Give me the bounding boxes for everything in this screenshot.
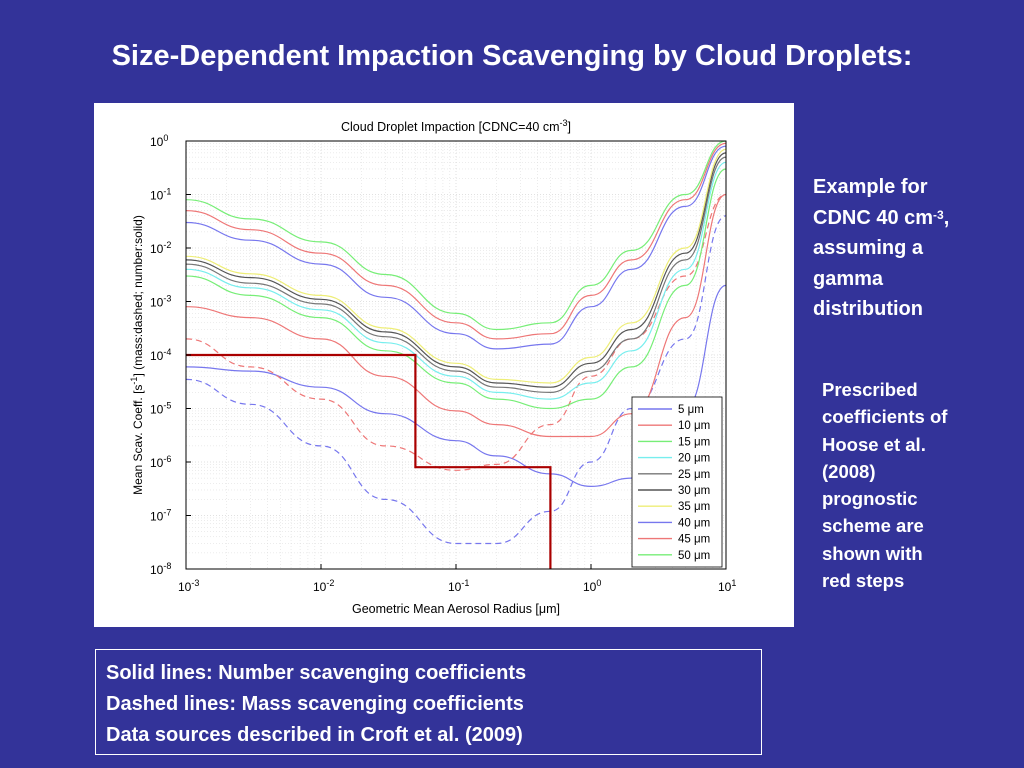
chart-title: Cloud Droplet Impaction [CDNC=40 cm-3]: [341, 118, 571, 134]
number-series-line: [185, 168, 727, 410]
footer-notes-box: Solid lines: Number scavenging coefficie…: [95, 649, 762, 755]
x-tick-label: 101: [718, 578, 736, 594]
legend-label: 35 μm: [678, 501, 710, 513]
y-tick-label: 10-4: [150, 347, 171, 363]
prescribed-coefficients-note: Prescribed coefficients of Hoose et al. …: [822, 376, 1012, 594]
legend-label: 20 μm: [678, 453, 710, 465]
prescribed-steps-line: [186, 353, 552, 569]
y-tick-label: 100: [150, 133, 168, 149]
note-line: Example for: [813, 176, 928, 198]
x-tick-label: 10-2: [313, 578, 334, 594]
cdnc-example-note: Example for CDNC 40 cm-3, assuming a gam…: [813, 172, 1018, 325]
mass-series-line: [185, 193, 727, 471]
number-series-line: [185, 148, 727, 384]
note-line: gamma: [813, 267, 884, 290]
y-tick-label: 10-8: [150, 561, 171, 577]
note-line: Hoose et al.: [822, 433, 926, 455]
footer-line: Dashed lines: Mass scavenging coefficien…: [106, 693, 524, 715]
note-line: coefficients of: [822, 406, 948, 428]
mass-series-line: [185, 215, 727, 545]
scavenging-chart: 10-3 10-2 10-1 100 101 10-8 10-7 10-6 10-5 10-4 10…: [129, 118, 736, 616]
note-line: prognostic: [822, 488, 918, 510]
legend-label: 50 μm: [678, 550, 710, 562]
number-series-line: [185, 193, 727, 438]
note-line: assuming a: [813, 237, 924, 259]
legend-label: 10 μm: [678, 420, 710, 432]
note-line: red steps: [822, 570, 905, 592]
number-series-line: [185, 145, 727, 350]
legend-label: 15 μm: [678, 436, 710, 448]
number-series-line: [185, 161, 727, 400]
x-tick-label: 10-1: [448, 578, 469, 594]
x-axis-label: Geometric Mean Aerosol Radius [μm]: [352, 602, 560, 616]
y-tick-label: 10-7: [150, 508, 171, 524]
note-line: shown with: [822, 542, 923, 564]
legend-label: 45 μm: [678, 534, 710, 546]
number-series-line: [185, 152, 727, 388]
note-line: Prescribed: [822, 379, 918, 400]
legend-label: 5 μm: [678, 404, 704, 416]
y-axis-label: Mean Scav. Coeff. [s-1] (mass:dashed; nu…: [129, 215, 145, 495]
y-tick-label: 10-2: [150, 240, 171, 256]
y-tick-label: 10-1: [150, 187, 171, 203]
y-tick-label: 10-6: [150, 454, 171, 470]
y-tick-label: 10-5: [150, 401, 171, 417]
number-series-line: [185, 142, 727, 340]
x-tick-label: 10-3: [178, 578, 199, 594]
footer-line: Solid lines: Number scavenging coefficie…: [106, 662, 527, 684]
note-line: distribution: [813, 298, 923, 320]
y-tick-label: 10-3: [150, 294, 171, 310]
chart-panel: 10-3 10-2 10-1 100 101 10-8 10-7 10-6 10-5 10-4 10…: [94, 103, 794, 627]
note-line: scheme are: [822, 515, 924, 537]
number-series-line: [185, 140, 727, 331]
note-line: CDNC 40 cm-3,: [813, 206, 950, 229]
x-tick-label: 100: [583, 578, 601, 594]
legend-label: 40 μm: [678, 517, 710, 529]
legend-label: 25 μm: [678, 469, 710, 481]
footer-line: Data sources described in Croft et al. (…: [106, 724, 523, 746]
slide-title: Size-Dependent Impaction Scavenging by C…: [111, 40, 913, 72]
number-series-line: [185, 156, 727, 394]
note-line: (2008): [822, 460, 876, 482]
legend-label: 30 μm: [678, 485, 710, 497]
